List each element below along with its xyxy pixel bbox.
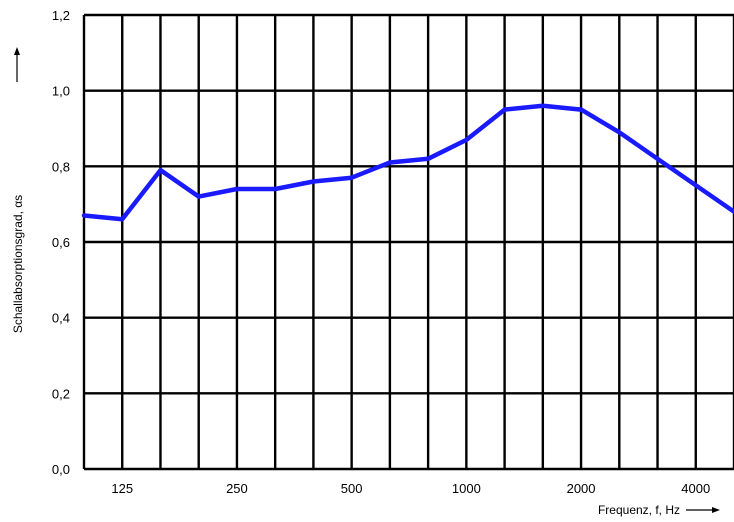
grid: [82, 13, 734, 471]
x-tick-labels: 125 250 500 1000 2000 4000: [111, 481, 710, 496]
y-tick-label: 0,0: [52, 462, 70, 477]
y-axis-arrow: [14, 47, 20, 82]
x-tick-label: 500: [341, 481, 363, 496]
y-tick-label: 0,8: [52, 159, 70, 174]
y-tick-label: 1,2: [52, 8, 70, 23]
x-tick-label: 4000: [681, 481, 710, 496]
y-axis-label: Schallabsorptionsgrad, αs: [11, 195, 25, 333]
x-axis-label: Frequenz, f, Hz: [598, 503, 680, 517]
x-tick-label: 1000: [452, 481, 481, 496]
y-tick-label: 0,4: [52, 311, 70, 326]
absorption-series-line: [81, 103, 734, 222]
y-axis-title: Schallabsorptionsgrad, αs: [11, 195, 25, 333]
x-tick-label: 2000: [567, 481, 596, 496]
y-tick-label: 1,0: [52, 84, 70, 99]
x-tick-label: 125: [111, 481, 133, 496]
y-tick-label: 0,2: [52, 386, 70, 401]
y-tick-labels: 0,0 0,2 0,4 0,6 0,8 1,0 1,2: [52, 8, 70, 477]
x-axis-arrow: [686, 507, 720, 513]
x-tick-label: 250: [226, 481, 248, 496]
series-layer: [81, 103, 734, 222]
y-tick-label: 0,6: [52, 235, 70, 250]
